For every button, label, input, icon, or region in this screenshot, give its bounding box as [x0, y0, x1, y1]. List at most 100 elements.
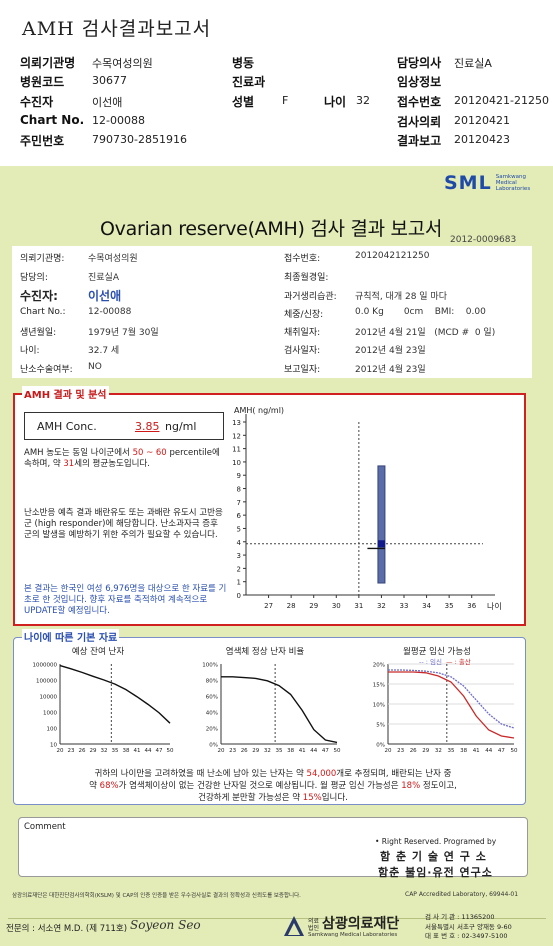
- info-value: 32.7 세: [88, 346, 120, 356]
- header-value: 20120421-21250: [454, 94, 549, 107]
- mini-x-tick-label: 29: [252, 748, 259, 754]
- mini-x-tick-label: 20: [385, 748, 392, 754]
- amh-text-e: 세의 평균농도입니다.: [74, 459, 151, 469]
- mini-x-tick-label: 38: [287, 748, 294, 754]
- mini-x-tick-label: 26: [79, 748, 86, 754]
- sml-logo-sub2: Medical: [495, 180, 517, 186]
- info-value: 진료실A: [88, 273, 119, 283]
- mini-x-tick-label: 47: [322, 748, 329, 754]
- header-value: 12-00088: [92, 114, 145, 127]
- info-label: 최종월경일:: [284, 273, 329, 283]
- rights-text: • Right Reserved. Programed by: [375, 837, 497, 846]
- y-tick-label: 3: [237, 552, 241, 560]
- info-value: 2012년 4월 23일: [355, 365, 426, 375]
- footer-divider: [8, 918, 546, 919]
- summary-f: 건강하게 분만할 가능성은 약: [198, 793, 301, 803]
- header-value: 이선애: [92, 96, 123, 109]
- y-tick-label: 6: [237, 512, 242, 520]
- patient-info-grid: 의뢰기관명: 수목여성의원 담당의: 진료실A 수진자: 이선애 Chart N…: [12, 246, 532, 378]
- amh-conc-value: 3.85: [135, 420, 160, 433]
- comment-box: [18, 817, 528, 877]
- info-label-patient: 수진자:: [20, 289, 58, 303]
- mini-x-tick-label: 47: [498, 748, 505, 754]
- birth-percent: 15%: [302, 793, 322, 803]
- pregnancy-percent: 18%: [401, 781, 421, 791]
- patient-name: 이선애: [88, 289, 122, 303]
- summary-d: 가 염색체이상이 없는 건강한 난자일 것으로 예상됩니다. 월 평균 임신 가…: [118, 781, 399, 791]
- info-label: 생년월일:: [20, 328, 57, 338]
- mini-y-tick-label: 15%: [373, 683, 385, 689]
- mini-y-tick-label: 10: [50, 743, 57, 749]
- mini-y-tick-label: 20%: [373, 663, 385, 669]
- foundation-english-name: Samkwang Medical Laboratories: [308, 932, 398, 938]
- mini-y-tick-label: 5%: [376, 723, 385, 729]
- mini-y-tick-label: 60%: [206, 695, 218, 701]
- report-header-title: AMH 검사결과보고서: [22, 18, 212, 40]
- mini-y-tick-label: 100: [47, 727, 58, 733]
- header-label: 병동: [232, 56, 255, 70]
- info-label: 과거생리습관:: [284, 292, 337, 302]
- y-tick-label: 2: [237, 565, 241, 573]
- amh-percentile-text: AMH 농도는 동일 나이군에서 50 ~ 60 percentile에 속하며…: [24, 448, 229, 470]
- mini-x-tick-label: 44: [145, 748, 152, 754]
- mini-x-tick-label: 44: [485, 748, 492, 754]
- normal-ratio-line: [221, 676, 338, 744]
- mini-x-tick-label: 35: [112, 748, 119, 754]
- institute-name-2: 함춘 불임·유전 연구소: [378, 866, 493, 879]
- mini-y-tick-label: 1000000: [33, 663, 58, 669]
- amh-text-a: AMH 농도는 동일 나이군에서: [24, 448, 130, 458]
- info-value: 규칙적, 대개 28 일 마다: [355, 292, 447, 302]
- y-tick-label: 1: [237, 579, 241, 587]
- mini-x-tick-label: 35: [276, 748, 283, 754]
- foundation-prefix: 의료법인: [308, 918, 320, 932]
- mini-x-tick-label: 20: [57, 748, 64, 754]
- mini-x-tick-label: 38: [123, 748, 130, 754]
- report-title: Ovarian reserve(AMH) 검사 결과 보고서: [100, 218, 443, 240]
- summary-b: 개로 추정되며, 배란되는 난자 중: [336, 769, 452, 779]
- info-label: 의뢰기관명:: [20, 254, 65, 264]
- amh-conc-box: AMH Conc. 3.85 ng/ml: [24, 412, 224, 440]
- info-label: 접수번호:: [284, 254, 321, 264]
- mini-x-tick-label: 41: [299, 748, 306, 754]
- legend-pregnancy: -- : 임신: [419, 657, 442, 666]
- info-value: 2012년 4월 21일 (MCD # 0 일): [355, 328, 496, 338]
- normal-egg-ratio-chart: 염색체 정상 난자 비율 100% 80% 60% 40% 20% 0%20 23 26 29 32…: [185, 644, 345, 762]
- mini-x-tick-label: 32: [264, 748, 271, 754]
- header-label: 성별: [232, 95, 255, 109]
- mini-x-tick-label: 26: [410, 748, 417, 754]
- x-tick-label: 34: [422, 602, 431, 610]
- amh-data-note: 본 결과는 한국인 여성 6,976명을 대상으로 한 자료를 기초로 한 것입…: [24, 584, 227, 616]
- info-label: 나이:: [20, 346, 40, 356]
- amh-equivalent-age: 31: [63, 459, 75, 469]
- header-value: 수목여성의원: [92, 57, 153, 70]
- sml-logo: SML Samkwang Medical Laboratories: [444, 172, 530, 194]
- doctor-signature-label: 전문의 : 서소연 M.D. (제 711호): [6, 924, 128, 934]
- info-label: 체중/신장:: [284, 310, 324, 320]
- info-label: 채취일자:: [284, 328, 321, 338]
- mini-x-tick-label: 23: [397, 748, 404, 754]
- header-label: 검사의뢰: [397, 115, 442, 129]
- monthly-pregnancy-chart: 월평균 임신 가능성 20% 15% 10% 5% 0%20 23 26 29 32 35 38 41 4…: [352, 644, 522, 762]
- patient-info-card: [12, 246, 532, 378]
- sml-logo-sub3: Laboratories: [495, 186, 531, 192]
- x-tick-label: 33: [400, 602, 409, 610]
- mini-x-tick-label: 41: [134, 748, 141, 754]
- header-value: 32: [356, 94, 370, 107]
- mini-chart-title: 염색체 정상 난자 비율: [226, 646, 305, 657]
- y-tick-label: 0: [237, 592, 241, 600]
- mini-x-tick-label: 41: [473, 748, 480, 754]
- header-label: 접수번호: [397, 95, 442, 109]
- y-tick-label: 8: [237, 486, 241, 494]
- header-label: 진료과: [232, 75, 266, 89]
- certification-text: 삼광의료재단은 대한진단검사의학회(KSLM) 및 CAP의 인증 인증을 받은…: [12, 893, 301, 899]
- y-tick-label: 5: [237, 525, 241, 533]
- mini-x-tick-label: 23: [68, 748, 75, 754]
- patient-amh-marker: [377, 540, 385, 548]
- mini-x-tick-label: 32: [101, 748, 108, 754]
- mini-chart-title: 예상 잔여 난자: [72, 646, 125, 657]
- y-tick-label: 10: [232, 459, 241, 467]
- mini-x-tick-label: 29: [90, 748, 97, 754]
- x-tick-label: 36: [467, 602, 476, 610]
- mini-y-tick-label: 0%: [209, 743, 218, 749]
